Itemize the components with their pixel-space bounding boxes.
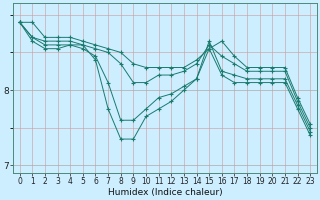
X-axis label: Humidex (Indice chaleur): Humidex (Indice chaleur) <box>108 188 222 197</box>
